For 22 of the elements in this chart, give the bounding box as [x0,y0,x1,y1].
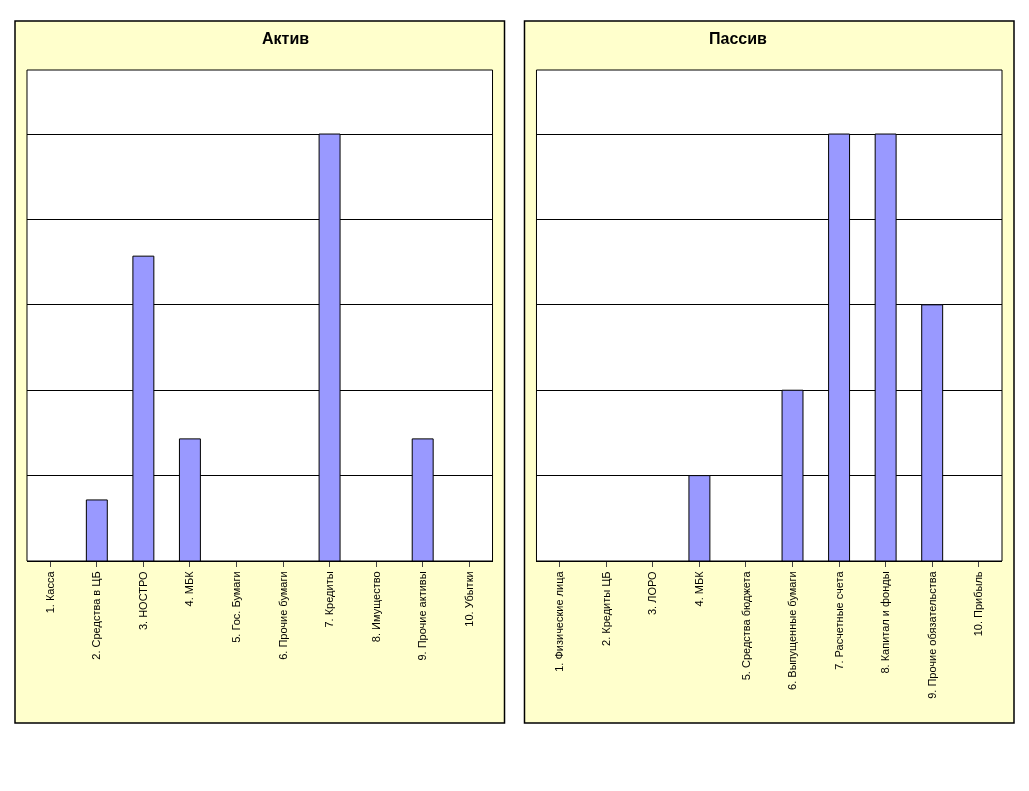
x-tick-label: 6. Прочие бумаги [276,571,289,660]
x-tick-label: 9. Прочие обязательства [925,570,938,699]
x-tick-label: 3. НОСТРО [136,570,149,631]
chart-title: Актив [262,30,310,47]
x-tick-label: 7. Кредиты [323,571,336,628]
x-tick-label: 5. Гос. Бумаги [230,571,243,643]
x-tick-label: 1. Касса [43,570,56,614]
x-tick-label: 4. МБК [692,570,705,607]
x-tick-label: 7. Расчетные счета [832,570,845,670]
x-tick-label: 9. Прочие активы [416,571,429,661]
x-tick-label: 8. Капитал и фонды [879,571,892,674]
x-tick-label: 5. Средства бюджета [739,570,752,681]
x-tick-label: 2. Кредиты ЦБ [599,571,612,646]
x-tick-label: 6. Выпущенные бумаги [786,571,799,690]
x-tick-label: 1. Физические лица [553,570,566,672]
chart-title: Пассив [709,30,768,47]
x-tick-label: 8. Имущество [369,571,382,643]
x-tick-label: 4. МБК [183,570,196,607]
x-tick-label: 2. Средства в ЦБ [90,571,103,660]
x-tick-label: 10. Прибыль [972,571,985,637]
x-tick-label: 3. ЛОРО [646,570,659,616]
x-tick-label: 10. Убытки [462,571,475,627]
